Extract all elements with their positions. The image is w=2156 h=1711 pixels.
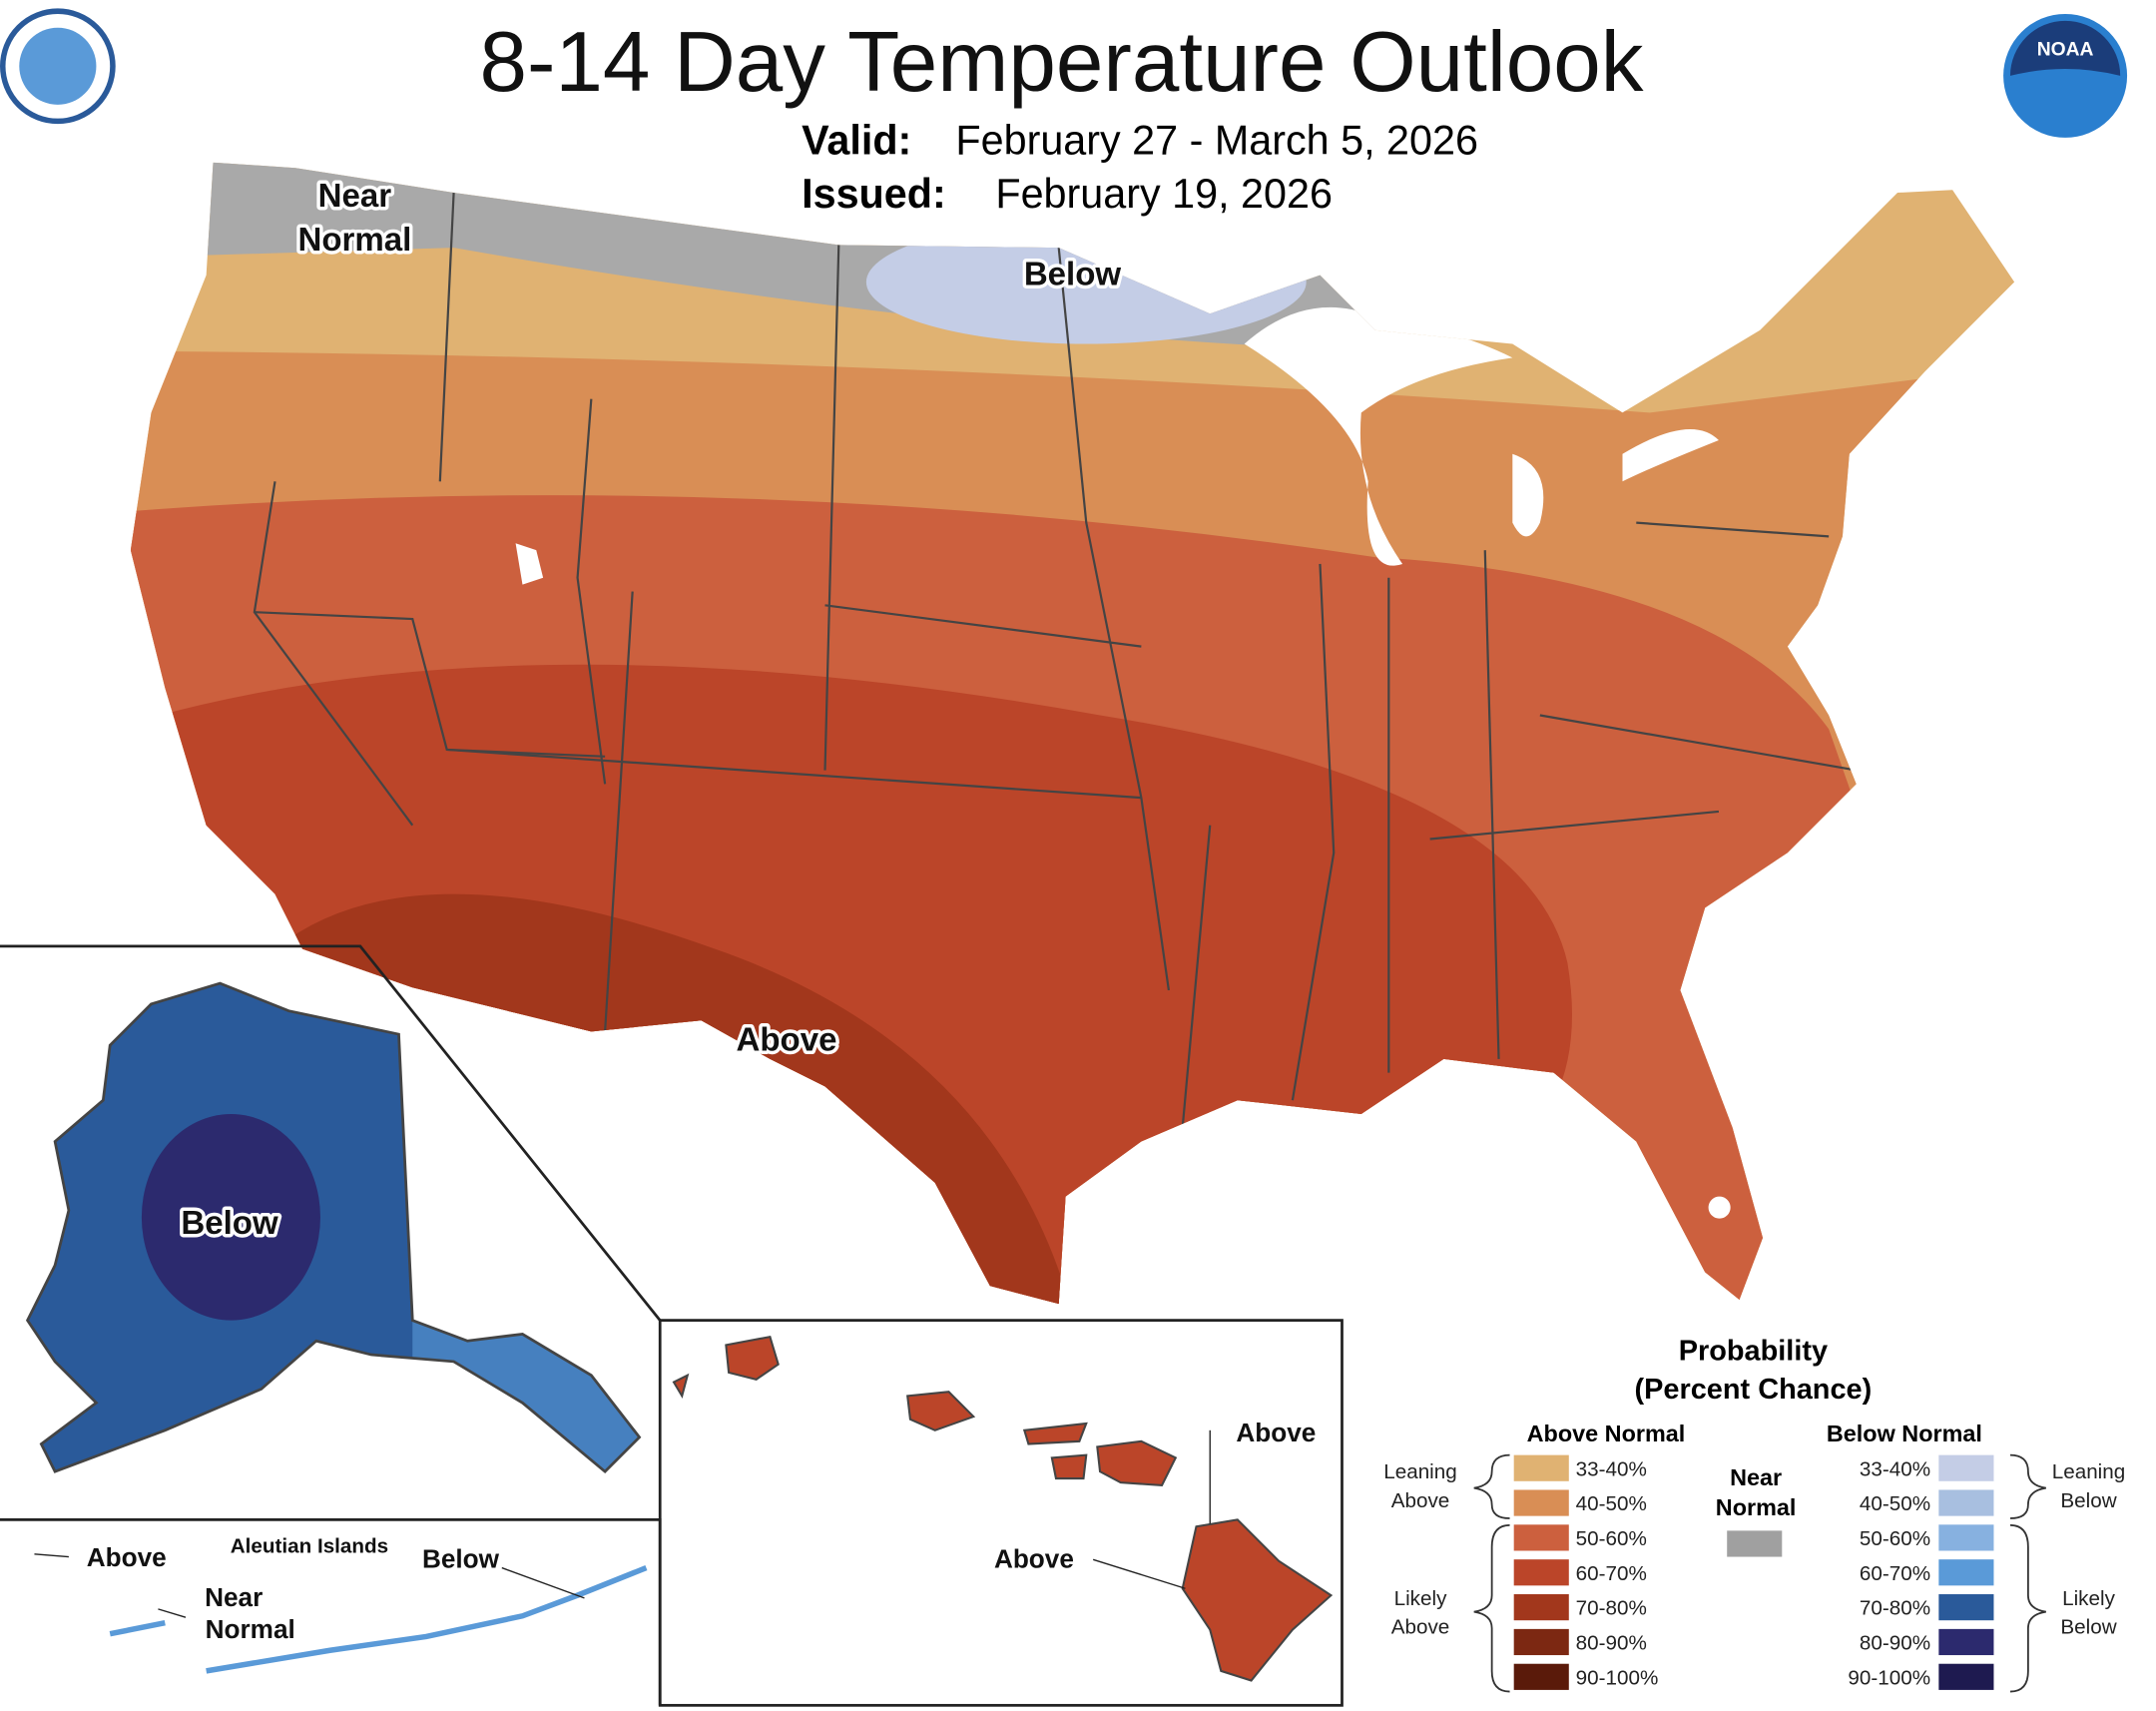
legend-label: 80-90% <box>1576 1632 1647 1655</box>
hawaii-inset <box>658 1319 1344 1707</box>
map-label: Below <box>422 1544 500 1574</box>
bracket-label: Likely <box>2062 1587 2115 1610</box>
legend-label: 70-80% <box>1860 1597 1930 1620</box>
legend-label: 50-60% <box>1576 1527 1647 1550</box>
bracket-label: Leaning <box>1383 1460 1457 1483</box>
legend-near: Near <box>1730 1464 1782 1490</box>
legend-subtitle: (Percent Chance) <box>1635 1374 1873 1406</box>
legend: Probability (Percent Chance) Above Norma… <box>1383 1336 2126 1693</box>
legend-swatch <box>1938 1663 1994 1690</box>
bracket-label: Likely <box>1394 1587 1447 1610</box>
legend-swatch <box>1938 1524 1994 1551</box>
legend-swatch <box>1513 1489 1569 1516</box>
map-label: Above <box>736 1022 836 1059</box>
legend-swatch <box>1727 1530 1783 1557</box>
legend-label: 33-40% <box>1860 1457 1930 1480</box>
alaska-inset <box>0 944 662 1706</box>
issued-label: Issued: <box>802 171 946 217</box>
legend-label: 40-50% <box>1860 1492 1930 1515</box>
logo-text: NOAA <box>2037 39 2094 60</box>
noaa-logo: NOAA <box>2003 13 2128 138</box>
legend-heading: Above Normal <box>1527 1421 1686 1446</box>
bracket-label: Below <box>2060 1489 2116 1512</box>
legend-swatch <box>1513 1454 1569 1481</box>
map-label: Near <box>318 178 392 215</box>
legend-swatch <box>1513 1594 1569 1621</box>
map-label: Near <box>205 1582 263 1612</box>
legend-label: 70-80% <box>1576 1597 1647 1620</box>
bracket-label: Leaning <box>2052 1460 2126 1483</box>
valid-label: Valid: <box>802 117 911 163</box>
map-label: Above <box>994 1544 1074 1574</box>
legend-swatch <box>1513 1524 1569 1551</box>
legend-swatch <box>1938 1489 1994 1516</box>
legend-swatch <box>1938 1628 1994 1656</box>
legend-label: 40-50% <box>1576 1492 1647 1515</box>
bracket-label: Below <box>2060 1616 2116 1639</box>
legend-label: 60-70% <box>1860 1562 1930 1585</box>
issued-date: February 19, 2026 <box>995 171 1333 217</box>
bracket-label: Above <box>1391 1489 1450 1512</box>
map-label: Aleutian Islands <box>231 1534 388 1557</box>
legend-label: 90-100% <box>1848 1666 1930 1689</box>
legend-heading: Below Normal <box>1827 1421 1982 1446</box>
legend-swatch <box>1513 1628 1569 1656</box>
legend-swatch <box>1938 1559 1994 1586</box>
valid-dates: February 27 - March 5, 2026 <box>955 117 1478 163</box>
doc-logo <box>0 8 116 125</box>
legend-swatch <box>1938 1594 1994 1621</box>
legend-label: 33-40% <box>1576 1457 1647 1480</box>
legend-label: 80-90% <box>1860 1632 1930 1655</box>
legend-title: Probability <box>1679 1336 1828 1368</box>
legend-near: Normal <box>1716 1494 1797 1520</box>
map-label: Above <box>87 1542 167 1572</box>
legend-swatch <box>1938 1454 1994 1481</box>
legend-swatch <box>1513 1663 1569 1690</box>
bracket-label: Above <box>1391 1616 1450 1639</box>
map-label: Below <box>1024 256 1122 292</box>
legend-swatch <box>1513 1559 1569 1586</box>
map-label: Below <box>181 1205 278 1242</box>
title: 8-14 Day Temperature Outlook <box>479 15 1643 110</box>
map-label: Normal <box>206 1614 295 1644</box>
legend-label: 90-100% <box>1576 1666 1659 1689</box>
map-label: Normal <box>297 222 411 259</box>
legend-label: 50-60% <box>1860 1527 1930 1550</box>
legend-label: 60-70% <box>1576 1562 1647 1585</box>
map-label: Above <box>1236 1418 1316 1447</box>
